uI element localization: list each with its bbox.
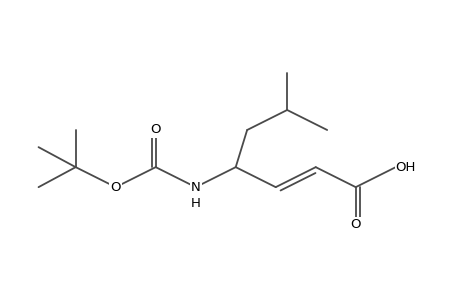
Text: O: O [150, 124, 161, 136]
Text: O: O [350, 218, 360, 231]
Text: O: O [110, 181, 121, 194]
Text: N: N [190, 181, 200, 194]
Text: OH: OH [395, 160, 415, 174]
Text: H: H [190, 197, 200, 210]
